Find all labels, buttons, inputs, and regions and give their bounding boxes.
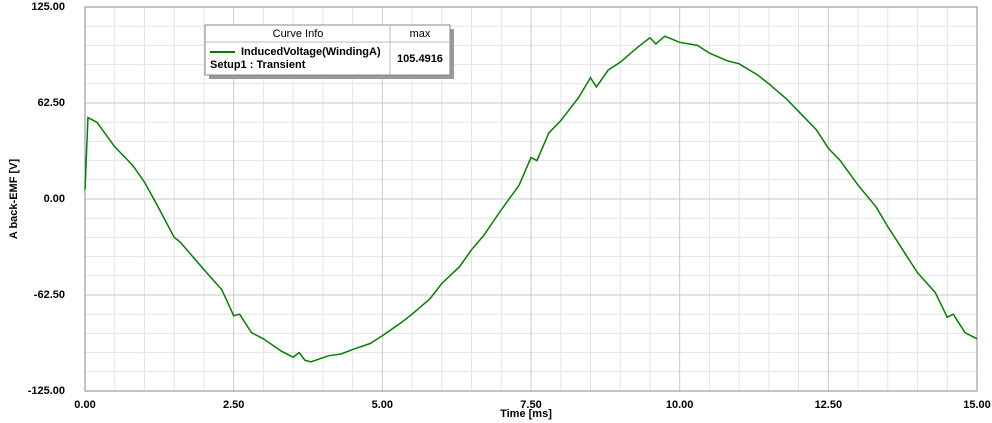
legend-setup: Setup1 : Transient <box>210 59 306 71</box>
x-tick-label: 2.50 <box>223 399 244 411</box>
x-tick-label: 12.50 <box>815 399 843 411</box>
legend-stat-header: max <box>410 28 431 40</box>
legend-header: Curve Info <box>273 28 324 40</box>
x-tick-label: 7.50 <box>520 399 541 411</box>
legend-box <box>204 24 451 76</box>
y-tick-label: -125.00 <box>28 385 65 397</box>
legend-entry: InducedVoltage(WindingA) <box>241 46 381 58</box>
y-tick-label: 125.00 <box>31 1 65 13</box>
y-tick-label: 0.00 <box>44 193 65 205</box>
x-axis-label: Time [ms] <box>500 408 552 420</box>
plot-frame <box>84 6 978 392</box>
data-line <box>84 35 978 363</box>
y-tick-label: -62.50 <box>34 289 65 301</box>
y-axis-label: A back-EMF [V] <box>8 159 20 240</box>
legend-max-value: 105.4916 <box>397 53 443 65</box>
x-tick-label: 0.00 <box>74 399 95 411</box>
x-tick-label: 15.00 <box>963 399 991 411</box>
y-tick-label: 62.50 <box>37 97 65 109</box>
x-tick-label: 10.00 <box>666 399 694 411</box>
x-tick-label: 5.00 <box>372 399 393 411</box>
